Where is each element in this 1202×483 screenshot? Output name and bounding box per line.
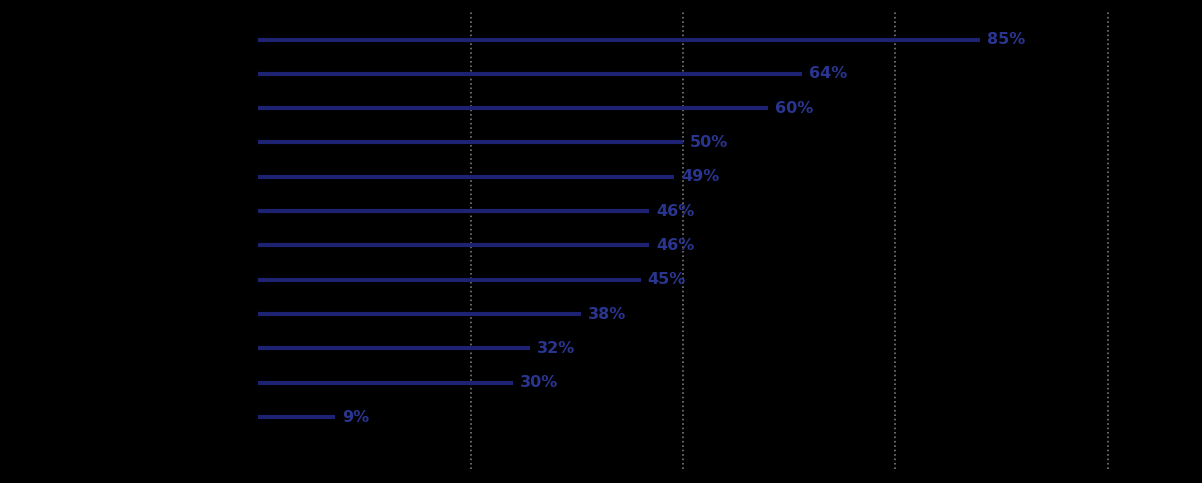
Text: 32%: 32% bbox=[537, 341, 576, 356]
Text: 38%: 38% bbox=[588, 307, 626, 322]
Text: 50%: 50% bbox=[690, 135, 728, 150]
Text: 60%: 60% bbox=[775, 100, 813, 115]
Text: 64%: 64% bbox=[809, 66, 847, 81]
Text: 9%: 9% bbox=[341, 410, 369, 425]
Text: 85%: 85% bbox=[987, 32, 1025, 47]
Text: 46%: 46% bbox=[656, 204, 694, 219]
Text: 46%: 46% bbox=[656, 238, 694, 253]
Text: 45%: 45% bbox=[648, 272, 685, 287]
Text: 49%: 49% bbox=[682, 170, 720, 185]
Text: 30%: 30% bbox=[520, 375, 558, 390]
